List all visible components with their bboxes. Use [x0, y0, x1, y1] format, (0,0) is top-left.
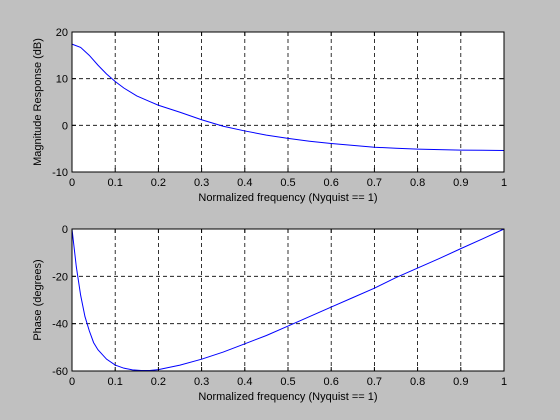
phase-ytick-label-1: -40	[52, 319, 68, 331]
magnitude-xtick-label-5: 0.5	[280, 177, 295, 189]
phase-ylabel: Phase (degrees)	[32, 259, 44, 340]
magnitude-xtick-label-7: 0.7	[367, 177, 382, 189]
phase-ytick-label-3: 0	[62, 224, 68, 236]
phase-xtick-label-10: 1	[501, 376, 507, 388]
magnitude-series-line-0	[71, 43, 505, 152]
phase-xlabel: Normalized frequency (Nyquist == 1)	[198, 391, 377, 403]
magnitude-ytick-label-2: 10	[56, 74, 68, 86]
phase-series-line-0	[71, 228, 505, 372]
magnitude-ytick-label-1: 0	[62, 120, 68, 132]
magnitude-ylabel: Magnitude Response (dB)	[32, 38, 44, 166]
magnitude-xtick-label-2: 0.2	[151, 177, 166, 189]
phase-ytick-label-2: -20	[52, 271, 68, 283]
phase-xtick-label-2: 0.2	[151, 376, 166, 388]
phase-xtick-label-3: 0.3	[194, 376, 209, 388]
magnitude-xtick-label-1: 0.1	[108, 177, 123, 189]
magnitude-xtick-label-3: 0.3	[194, 177, 209, 189]
phase-xtick-label-7: 0.7	[367, 376, 382, 388]
magnitude-xtick-label-0: 0	[69, 177, 75, 189]
magnitude-ytick-label-0: -10	[52, 167, 68, 179]
magnitude-xtick-label-6: 0.6	[324, 177, 339, 189]
phase-xtick-label-6: 0.6	[324, 376, 339, 388]
magnitude-plot: 0 0.1 0.2 0.3 0.4 0.5 0.6 0.7 0.8 0.9 1-1001020Nor…	[32, 27, 507, 204]
magnitude-xtick-label-9: 0.9	[453, 177, 468, 189]
magnitude-xtick-label-4: 0.4	[237, 177, 252, 189]
magnitude-xlabel: Normalized frequency (Nyquist == 1)	[198, 192, 377, 204]
phase-plot: 0 0.1 0.2 0.3 0.4 0.5 0.6 0.7 0.8 0.9 1 -60 -40 -20 0 N…	[32, 224, 507, 403]
plots-container: 0 0.1 0.2 0.3 0.4 0.5 0.6 0.7 0.8 0.9 1-1001020Nor…	[32, 27, 507, 403]
phase-xtick-label-8: 0.8	[410, 376, 425, 388]
magnitude-xtick-label-10: 1	[501, 177, 507, 189]
phase-xtick-label-1: 0.1	[108, 376, 123, 388]
phase-xtick-label-4: 0.4	[237, 376, 252, 388]
phase-xtick-label-0: 0	[69, 376, 75, 388]
phase-ytick-label-0: -60	[52, 366, 68, 378]
phase-xtick-label-9: 0.9	[453, 376, 468, 388]
phase-xtick-label-5: 0.5	[280, 376, 295, 388]
magnitude-ytick-label-3: 20	[56, 27, 68, 39]
magnitude-xtick-label-8: 0.8	[410, 177, 425, 189]
